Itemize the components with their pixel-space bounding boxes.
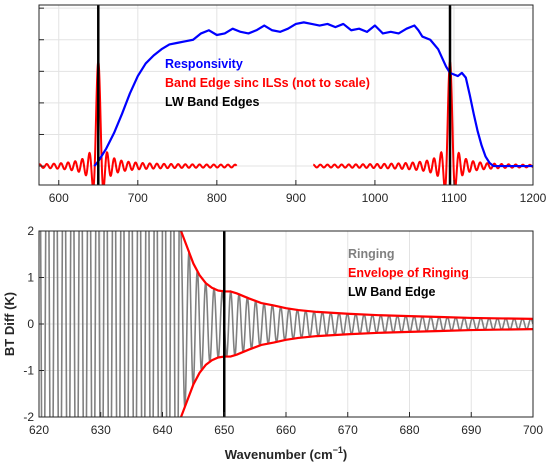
envelope-lower-line — [179, 328, 533, 417]
bottom-series — [39, 231, 533, 417]
bottom-x-tick-label: 680 — [399, 423, 419, 437]
top-x-tick-labels: 600 700 800 900 1000 1100 1200 — [49, 191, 547, 205]
bottom-y-tick-label: 0 — [27, 317, 34, 331]
bottom-x-tick-label: 690 — [461, 423, 481, 437]
bottom-x-tick-label: 630 — [91, 423, 111, 437]
top-x-tick-label: 1000 — [362, 191, 389, 205]
bottom-panel: 620 630 640 650 660 670 680 690 700 -2 -… — [2, 224, 543, 462]
bottom-legend: Ringing Envelope of Ringing LW Band Edge — [348, 247, 469, 299]
bottom-y-axis-label: BT Diff (K) — [2, 292, 17, 356]
bottom-grid — [38, 230, 534, 418]
ringing-line — [39, 231, 533, 417]
bottom-x-tick-label: 700 — [523, 423, 543, 437]
legend-ringing: Ringing — [348, 247, 395, 261]
sinc-ils-line — [39, 58, 238, 185]
bottom-x-tick-label: 650 — [214, 423, 234, 437]
top-plot-frame — [38, 4, 534, 186]
legend-lw-band-edge: LW Band Edge — [348, 285, 436, 299]
responsivity-line — [93, 21, 533, 168]
legend-envelope-of-ringing: Envelope of Ringing — [348, 266, 469, 280]
bottom-x-tick-label: 660 — [276, 423, 296, 437]
x-axis-label-superscript: −1 — [333, 445, 343, 455]
top-panel: 600 700 800 900 1000 1100 1200 Responsiv… — [38, 4, 547, 205]
legend-lw-band-edges: LW Band Edges — [165, 95, 260, 109]
top-series — [39, 5, 533, 185]
bottom-y-tick-label: 1 — [27, 271, 34, 285]
bottom-ticks — [38, 230, 534, 418]
top-x-tick-label: 600 — [49, 191, 69, 205]
envelope-upper-line — [179, 231, 533, 320]
x-axis-label-main: Wavenumber (cm — [225, 447, 333, 462]
legend-band-edge-sinc: Band Edge sinc ILSs (not to scale) — [165, 76, 370, 90]
bottom-y-tick-label: 2 — [27, 224, 34, 238]
bottom-x-tick-labels: 620 630 640 650 660 670 680 690 700 — [29, 423, 543, 437]
bottom-x-tick-label: 670 — [338, 423, 358, 437]
top-x-tick-label: 700 — [128, 191, 148, 205]
top-x-tick-label: 800 — [207, 191, 227, 205]
bottom-y-tick-label: -1 — [23, 364, 34, 378]
top-legend: Responsivity Band Edge sinc ILSs (not to… — [165, 57, 370, 109]
bottom-x-tick-label: 620 — [29, 423, 49, 437]
bottom-y-tick-labels: -2 -1 0 1 2 — [23, 224, 34, 424]
bottom-x-axis-label: Wavenumber (cm−1) — [225, 445, 348, 462]
bottom-y-tick-label: -2 — [23, 410, 34, 424]
top-x-tick-label: 1200 — [520, 191, 547, 205]
bottom-x-tick-label: 640 — [152, 423, 172, 437]
top-ticks — [39, 7, 534, 185]
x-axis-label-end: ) — [343, 447, 347, 462]
top-x-tick-label: 900 — [286, 191, 306, 205]
legend-responsivity: Responsivity — [165, 57, 243, 71]
top-x-tick-label: 1100 — [441, 191, 467, 205]
